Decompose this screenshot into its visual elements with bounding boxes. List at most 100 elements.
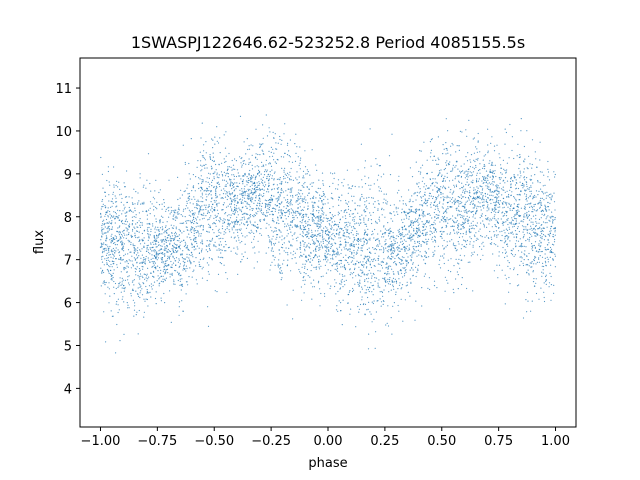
data-point (178, 204, 180, 207)
data-point (408, 216, 410, 218)
data-point (164, 240, 166, 242)
data-point (415, 250, 417, 252)
data-point (184, 244, 186, 247)
data-point (406, 260, 408, 262)
data-point (461, 196, 463, 198)
data-point (306, 244, 308, 246)
data-point (405, 215, 407, 217)
data-point (496, 189, 498, 191)
data-point (312, 250, 315, 252)
data-point (321, 201, 323, 203)
data-point (311, 236, 313, 238)
data-point (111, 240, 113, 242)
data-point (475, 197, 477, 199)
data-point (482, 241, 484, 243)
data-point (435, 205, 437, 207)
data-point (443, 257, 445, 259)
data-point (397, 180, 399, 182)
data-point (537, 180, 539, 182)
data-point (530, 225, 532, 227)
data-point (365, 292, 367, 294)
data-point (165, 210, 167, 212)
data-point (539, 207, 541, 209)
data-point (523, 177, 525, 179)
data-point (515, 198, 517, 200)
data-point (127, 276, 129, 278)
data-point (171, 272, 173, 274)
data-point (263, 219, 265, 221)
data-point (369, 212, 371, 214)
data-point (493, 210, 495, 213)
data-point (102, 187, 104, 189)
data-point (201, 122, 203, 124)
data-point (182, 144, 184, 146)
data-point (461, 214, 463, 217)
data-point (108, 272, 110, 274)
data-point (345, 217, 347, 220)
data-point (159, 222, 161, 224)
data-point (498, 251, 500, 253)
data-point (508, 262, 510, 264)
data-point (178, 274, 180, 276)
data-point (398, 273, 400, 275)
data-point (197, 225, 199, 227)
data-point (530, 202, 532, 204)
data-point (125, 215, 127, 217)
data-point (251, 164, 253, 166)
data-point (500, 164, 502, 166)
data-point (456, 209, 458, 211)
data-point (497, 277, 499, 279)
data-point (347, 302, 349, 304)
data-point (361, 288, 363, 290)
data-point (547, 215, 549, 217)
data-point (463, 223, 465, 225)
data-point (258, 175, 260, 177)
data-point (134, 207, 136, 209)
data-point (535, 278, 537, 280)
data-point (202, 179, 204, 181)
data-point (106, 211, 108, 213)
data-point (437, 136, 439, 138)
data-point (229, 223, 232, 225)
data-point (439, 172, 441, 174)
data-point (532, 198, 534, 200)
data-point (520, 184, 523, 186)
data-point (395, 238, 397, 240)
data-point (253, 236, 255, 238)
data-point (526, 232, 529, 234)
data-point (138, 200, 140, 202)
data-point (214, 290, 216, 292)
data-point (223, 264, 225, 266)
data-point (444, 196, 446, 198)
data-point (274, 210, 276, 212)
data-point (131, 281, 134, 283)
data-point (412, 222, 414, 225)
data-point (449, 218, 451, 220)
data-point (282, 247, 284, 249)
data-point (224, 229, 226, 231)
data-point (340, 252, 342, 255)
data-point (295, 237, 297, 239)
data-point (469, 175, 471, 177)
data-point (318, 259, 320, 261)
data-point (211, 197, 213, 199)
data-point (212, 152, 214, 154)
data-point (534, 255, 536, 258)
data-point (519, 199, 521, 201)
data-point (529, 195, 531, 198)
data-point (289, 171, 291, 173)
data-point (153, 236, 155, 238)
data-point (270, 264, 272, 266)
data-point (456, 231, 458, 233)
data-point (318, 210, 320, 212)
data-point (413, 235, 415, 237)
data-point (434, 185, 436, 187)
data-point (271, 248, 273, 250)
data-point (464, 240, 466, 242)
data-point (369, 257, 371, 259)
data-point (141, 202, 143, 204)
data-point (358, 284, 360, 286)
data-point (442, 212, 445, 214)
data-point (297, 182, 299, 184)
data-point (370, 219, 372, 221)
